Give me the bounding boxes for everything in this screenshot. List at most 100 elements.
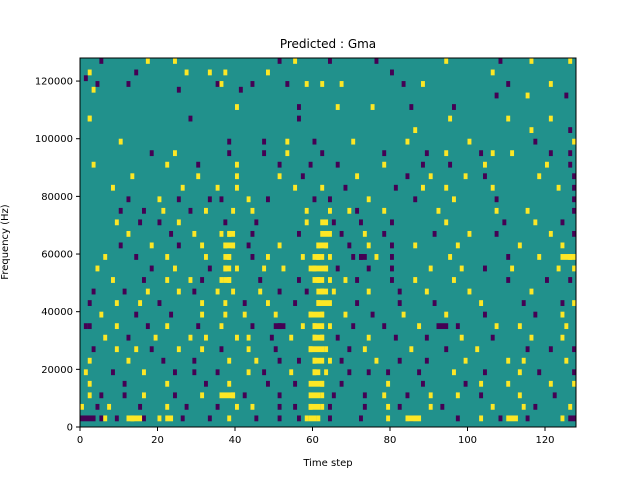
heatmap-cell	[467, 230, 472, 237]
heatmap-cell	[490, 184, 495, 191]
heatmap-cell	[87, 323, 92, 330]
heatmap-cell	[196, 173, 201, 180]
heatmap-cell	[517, 323, 522, 330]
heatmap-cell	[304, 415, 309, 422]
heatmap-cell	[455, 323, 460, 330]
heatmap-cell	[560, 219, 565, 226]
heatmap-cell	[277, 392, 282, 399]
heatmap-cell	[483, 161, 487, 168]
heatmap-cell	[339, 230, 344, 237]
heatmap-cell	[134, 311, 139, 318]
heatmap-run	[316, 300, 329, 306]
heatmap-cell	[200, 311, 205, 318]
heatmap-cell	[114, 346, 119, 353]
heatmap-cell	[227, 415, 232, 422]
x-tick-label: 0	[77, 435, 83, 446]
heatmap-cell	[444, 311, 449, 318]
heatmap-cell	[99, 58, 104, 64]
heatmap-cell	[572, 184, 577, 191]
heatmap-cell	[331, 392, 336, 399]
heatmap-cell	[250, 254, 255, 260]
heatmap-cell	[362, 403, 367, 410]
heatmap-cell	[180, 184, 185, 191]
heatmap-cell	[428, 173, 433, 180]
heatmap-cell	[95, 265, 100, 272]
x-axis: 0 20 40 60 80 100 120	[77, 427, 555, 446]
heatmap-cell	[188, 334, 193, 341]
heatmap-cell	[192, 369, 197, 376]
heatmap-cell	[184, 69, 189, 76]
heatmap-cell	[122, 380, 127, 387]
heatmap-cell	[572, 380, 577, 387]
heatmap-cell	[397, 403, 402, 410]
heatmap-run	[436, 323, 449, 330]
heatmap-cell	[533, 138, 538, 145]
heatmap-cell	[479, 300, 484, 306]
heatmap-cell	[176, 346, 181, 353]
heatmap-cell	[548, 230, 553, 237]
heatmap-cell	[235, 184, 239, 191]
heatmap-cell	[382, 230, 387, 237]
heatmap-cell	[157, 300, 162, 306]
heatmap-cell	[409, 104, 414, 110]
heatmap-cell	[103, 254, 108, 260]
x-tick-label: 60	[306, 435, 319, 446]
heatmap-cell	[250, 323, 255, 330]
heatmap-cell	[207, 69, 212, 76]
heatmap-cell	[250, 403, 255, 410]
heatmap-cell	[235, 334, 239, 341]
heatmap-cell	[397, 357, 402, 364]
heatmap-cell	[300, 254, 305, 260]
heatmap-cell	[537, 173, 542, 180]
heatmap-run	[320, 230, 329, 237]
heatmap-cell	[235, 265, 239, 272]
heatmap-cell	[521, 300, 526, 306]
heatmap-cell	[568, 277, 573, 283]
heatmap-run	[223, 254, 232, 260]
heatmap-cell	[138, 300, 143, 306]
heatmap-cell	[347, 369, 352, 376]
heatmap-cell	[362, 392, 367, 399]
heatmap-cell	[506, 380, 511, 387]
heatmap-run	[308, 415, 317, 422]
heatmap-cell	[413, 196, 418, 203]
heatmap-cell	[95, 403, 100, 410]
heatmap-cell	[300, 173, 305, 180]
heatmap-cell	[297, 115, 301, 122]
heatmap-cell	[149, 242, 154, 249]
heatmap-cell	[355, 207, 360, 214]
heatmap-cell	[517, 242, 522, 249]
x-tick-label: 20	[151, 435, 164, 446]
heatmap-cell	[277, 58, 282, 64]
heatmap-cell	[568, 150, 573, 157]
heatmap-cell	[273, 346, 278, 353]
heatmap-cell	[343, 184, 348, 191]
heatmap-run	[308, 346, 325, 353]
heatmap-cell	[494, 323, 499, 330]
heatmap-cell	[99, 311, 104, 318]
heatmap-run	[312, 254, 325, 260]
chart-title: Predicted : Gma	[280, 37, 376, 51]
heatmap-cell	[87, 392, 92, 399]
heatmap-cell	[529, 334, 534, 341]
y-tick-label: 40000	[41, 307, 73, 318]
heatmap-cell	[401, 81, 406, 87]
heatmap-cell	[351, 138, 356, 145]
heatmap-cell	[111, 277, 115, 283]
heatmap-cell	[126, 81, 131, 87]
heatmap-cell	[463, 357, 468, 364]
heatmap-cell	[320, 403, 325, 410]
heatmap-cell	[517, 392, 522, 399]
heatmap-cell	[335, 161, 340, 168]
heatmap-cell	[200, 300, 205, 306]
heatmap-cell	[335, 265, 340, 272]
heatmap-run	[227, 230, 236, 237]
heatmap-cell	[506, 115, 511, 122]
heatmap-cell	[572, 138, 577, 145]
heatmap-cell	[347, 346, 352, 353]
heatmap-cell	[432, 300, 437, 306]
heatmap-cell	[548, 346, 553, 353]
heatmap-cell	[122, 288, 127, 295]
heatmap-cell	[91, 161, 96, 168]
heatmap-cell	[328, 357, 332, 364]
